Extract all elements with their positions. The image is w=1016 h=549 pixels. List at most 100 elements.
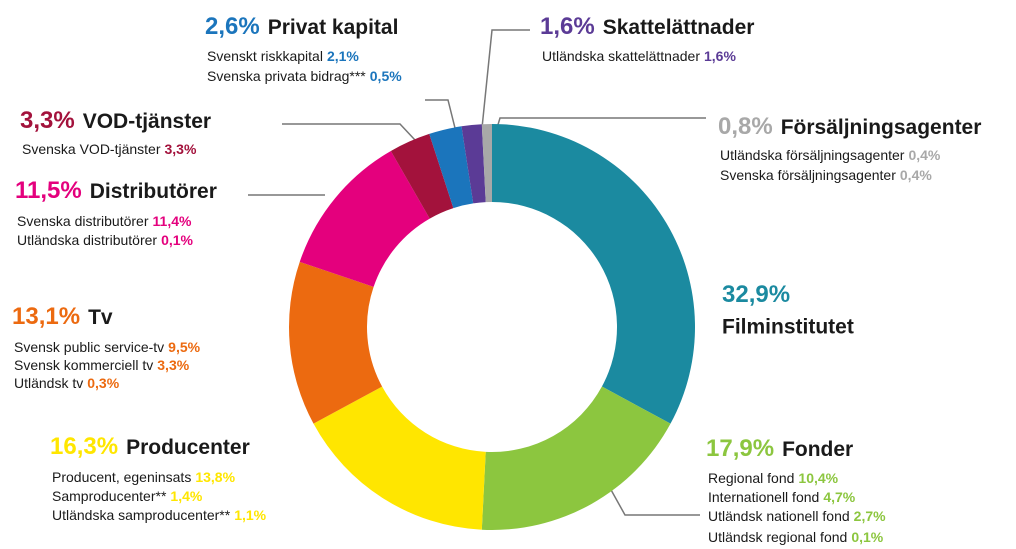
category-heading: 16,3% Producenter	[50, 433, 250, 460]
breakdown-name: Regional fond	[708, 470, 794, 486]
category-label: 3,3% VOD-tjänster Svenska VOD-tjänster 3,3%	[20, 107, 211, 156]
breakdown-name: Utländska samproducenter**	[52, 507, 231, 523]
leader-line	[496, 117, 706, 129]
breakdown-name: Svenska distributörer	[17, 213, 149, 229]
category-name: Privat kapital	[268, 16, 399, 39]
donut-segment	[390, 133, 454, 219]
donut-segment	[481, 124, 492, 203]
breakdown-item: Utländsk regional fond 0,1%	[708, 529, 884, 545]
breakdown-item: Svenska privata bidrag*** 0,5%	[207, 68, 402, 84]
category-heading: 0,8% Försäljningsagenter	[718, 113, 981, 140]
category-percent: 3,3%	[20, 107, 75, 134]
breakdown-percent: 4,7%	[823, 489, 855, 505]
category-name: Filminstitutet	[722, 316, 854, 339]
category-percent: 16,3%	[50, 433, 118, 460]
breakdown-percent: 9,5%	[168, 339, 200, 355]
donut-segment	[288, 261, 383, 424]
breakdown-name: Producent, egeninsats	[52, 469, 191, 485]
breakdown-item: Svenska försäljningsagenter 0,4%	[720, 167, 932, 183]
category-percent: 1,6%	[540, 13, 595, 40]
breakdown-item: Utländsk nationell fond 2,7%	[708, 508, 886, 524]
breakdown-percent: 13,8%	[195, 469, 235, 485]
breakdown-percent: 3,3%	[165, 141, 197, 157]
category-heading: 1,6% Skattelättnader	[540, 13, 754, 40]
breakdown-name: Samproducenter**	[52, 488, 167, 504]
breakdown-item: Regional fond 10,4%	[708, 470, 839, 486]
breakdown-percent: 1,6%	[704, 48, 736, 64]
breakdown-percent: 0,1%	[851, 529, 883, 545]
leader-line	[609, 487, 700, 516]
breakdown-name: Svensk kommerciell tv	[14, 357, 153, 373]
category-label: 1,6% Skattelättnader Utländska skattelättn…	[540, 13, 754, 63]
breakdown-percent: 0,4%	[900, 167, 932, 183]
category-label: 11,5% Distributörer Svenska distributörer 1…	[15, 177, 217, 247]
donut-segment	[429, 126, 474, 209]
breakdown-item: Utländska försäljningsagenter 0,4%	[720, 147, 941, 163]
breakdown-name: Internationell fond	[708, 489, 819, 505]
category-name: Försäljningsagenter	[781, 116, 982, 139]
donut-segment	[481, 386, 671, 530]
breakdown-item: Producent, egeninsats 13,8%	[52, 469, 236, 485]
breakdown-name: Utländska distributörer	[17, 232, 157, 248]
breakdown-percent: 0,1%	[161, 232, 193, 248]
breakdown-item: Samproducenter** 1,4%	[52, 488, 203, 504]
donut-segment	[492, 124, 695, 424]
category-label: 32,9% Filminstitutet	[722, 281, 854, 338]
category-heading: 13,1% Tv	[12, 303, 113, 330]
breakdown-item: Utländska distributörer 0,1%	[17, 232, 194, 248]
category-heading: 32,9%	[722, 281, 790, 308]
category-name: Fonder	[782, 438, 853, 461]
category-percent: 0,8%	[718, 113, 773, 140]
category-name: VOD-tjänster	[83, 110, 211, 133]
category-name: Tv	[88, 306, 113, 329]
category-percent: 13,1%	[12, 303, 80, 330]
category-percent: 17,9%	[706, 435, 774, 462]
breakdown-percent: 10,4%	[798, 470, 838, 486]
category-percent: 32,9%	[722, 281, 790, 308]
leader-line	[481, 29, 530, 129]
category-name: Distributörer	[90, 180, 217, 203]
category-percent: 2,6%	[205, 13, 260, 40]
category-heading: 2,6% Privat kapital	[205, 13, 398, 40]
breakdown-name: Svenska försäljningsagenter	[720, 167, 896, 183]
breakdown-percent: 1,4%	[170, 488, 202, 504]
breakdown-item: Internationell fond 4,7%	[708, 489, 856, 505]
breakdown-name: Svenskt riskkapital	[207, 48, 323, 64]
breakdown-percent: 2,7%	[854, 508, 886, 524]
breakdown-item: Utländska skattelättnader 1,6%	[542, 48, 736, 64]
donut-segment	[461, 124, 486, 204]
breakdown-percent: 0,3%	[87, 375, 119, 391]
breakdown-item: Utländska samproducenter** 1,1%	[52, 507, 267, 523]
breakdown-percent: 0,4%	[908, 147, 940, 163]
leader-line	[282, 123, 416, 141]
breakdown-name: Utländska försäljningsagenter	[720, 147, 905, 163]
breakdown-percent: 11,4%	[153, 213, 192, 229]
category-heading: 11,5% Distributörer	[15, 177, 217, 204]
donut-segment	[299, 150, 430, 287]
breakdown-percent: 3,3%	[157, 357, 189, 373]
breakdown-name: Utländsk nationell fond	[708, 508, 850, 524]
breakdown-item: Svenskt riskkapital 2,1%	[207, 48, 359, 64]
breakdown-name: Svensk public service-tv	[14, 339, 164, 355]
category-name: Producenter	[126, 436, 250, 459]
breakdown-name: Utländsk regional fond	[708, 529, 847, 545]
category-name: Skattelättnader	[603, 16, 755, 39]
breakdown-item: Svenska distributörer 11,4%	[17, 213, 192, 229]
breakdown-item: Svensk kommerciell tv 3,3%	[14, 357, 190, 373]
breakdown-item: Svenska VOD-tjänster 3,3%	[22, 141, 197, 157]
breakdown-item: Svensk public service-tv 9,5%	[14, 339, 201, 355]
breakdown-percent: 1,1%	[234, 507, 266, 523]
category-label: 0,8% Försäljningsagenter Utländska försälj…	[718, 113, 981, 182]
breakdown-name: Utländska skattelättnader	[542, 48, 700, 64]
leader-line	[425, 99, 456, 129]
category-heading: 17,9% Fonder	[706, 435, 853, 462]
category-label: 17,9% Fonder Regional fond 10,4% Internation…	[706, 435, 886, 544]
category-heading: 3,3% VOD-tjänster	[20, 107, 211, 134]
category-label: 2,6% Privat kapital Svenskt riskkapital 2,1…	[205, 13, 402, 83]
breakdown-percent: 0,5%	[370, 68, 402, 84]
category-label: 16,3% Producenter Producent, egeninsats 13,…	[50, 433, 267, 522]
donut-segment	[313, 386, 486, 530]
breakdown-item: Utländsk tv 0,3%	[14, 375, 120, 391]
